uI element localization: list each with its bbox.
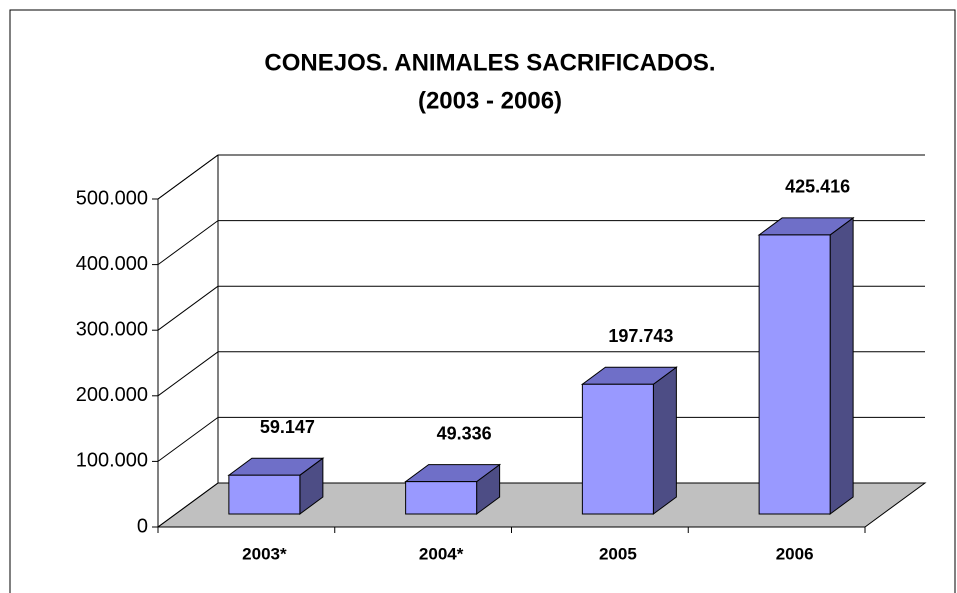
- x-tick-label: 2004*: [419, 544, 464, 563]
- value-label: 59.147: [260, 417, 315, 437]
- grid-line: [157, 416, 219, 462]
- y-tick-label: 0: [137, 515, 148, 537]
- grid-line: [157, 351, 219, 397]
- chart-title: CONEJOS. ANIMALES SACRIFICADOS.: [264, 49, 715, 76]
- value-label: 197.743: [608, 326, 673, 346]
- bar: [405, 481, 478, 515]
- value-label: 425.416: [785, 177, 850, 197]
- grid-line: [157, 220, 219, 266]
- x-tick-label: 2005: [599, 544, 637, 563]
- y-tick-label: 100.000: [76, 450, 148, 472]
- x-tick-label: 2006: [776, 544, 814, 563]
- grid-line: [157, 154, 219, 200]
- x-tick-label: 2003*: [242, 544, 287, 563]
- bar: [581, 383, 654, 515]
- chart-border: [9, 9, 956, 593]
- y-tick-label: 500.000: [76, 187, 148, 209]
- value-label: 49.336: [437, 423, 492, 443]
- grid-line: [157, 285, 219, 331]
- bar: [228, 474, 301, 515]
- y-tick-label: 400.000: [76, 253, 148, 275]
- y-tick-label: 200.000: [76, 384, 148, 406]
- chart-title: (2003 - 2006): [418, 87, 562, 114]
- grid-line: [157, 482, 219, 528]
- y-tick-label: 300.000: [76, 318, 148, 340]
- bar-side: [652, 366, 677, 515]
- bar-side: [829, 216, 854, 515]
- bar: [758, 234, 831, 515]
